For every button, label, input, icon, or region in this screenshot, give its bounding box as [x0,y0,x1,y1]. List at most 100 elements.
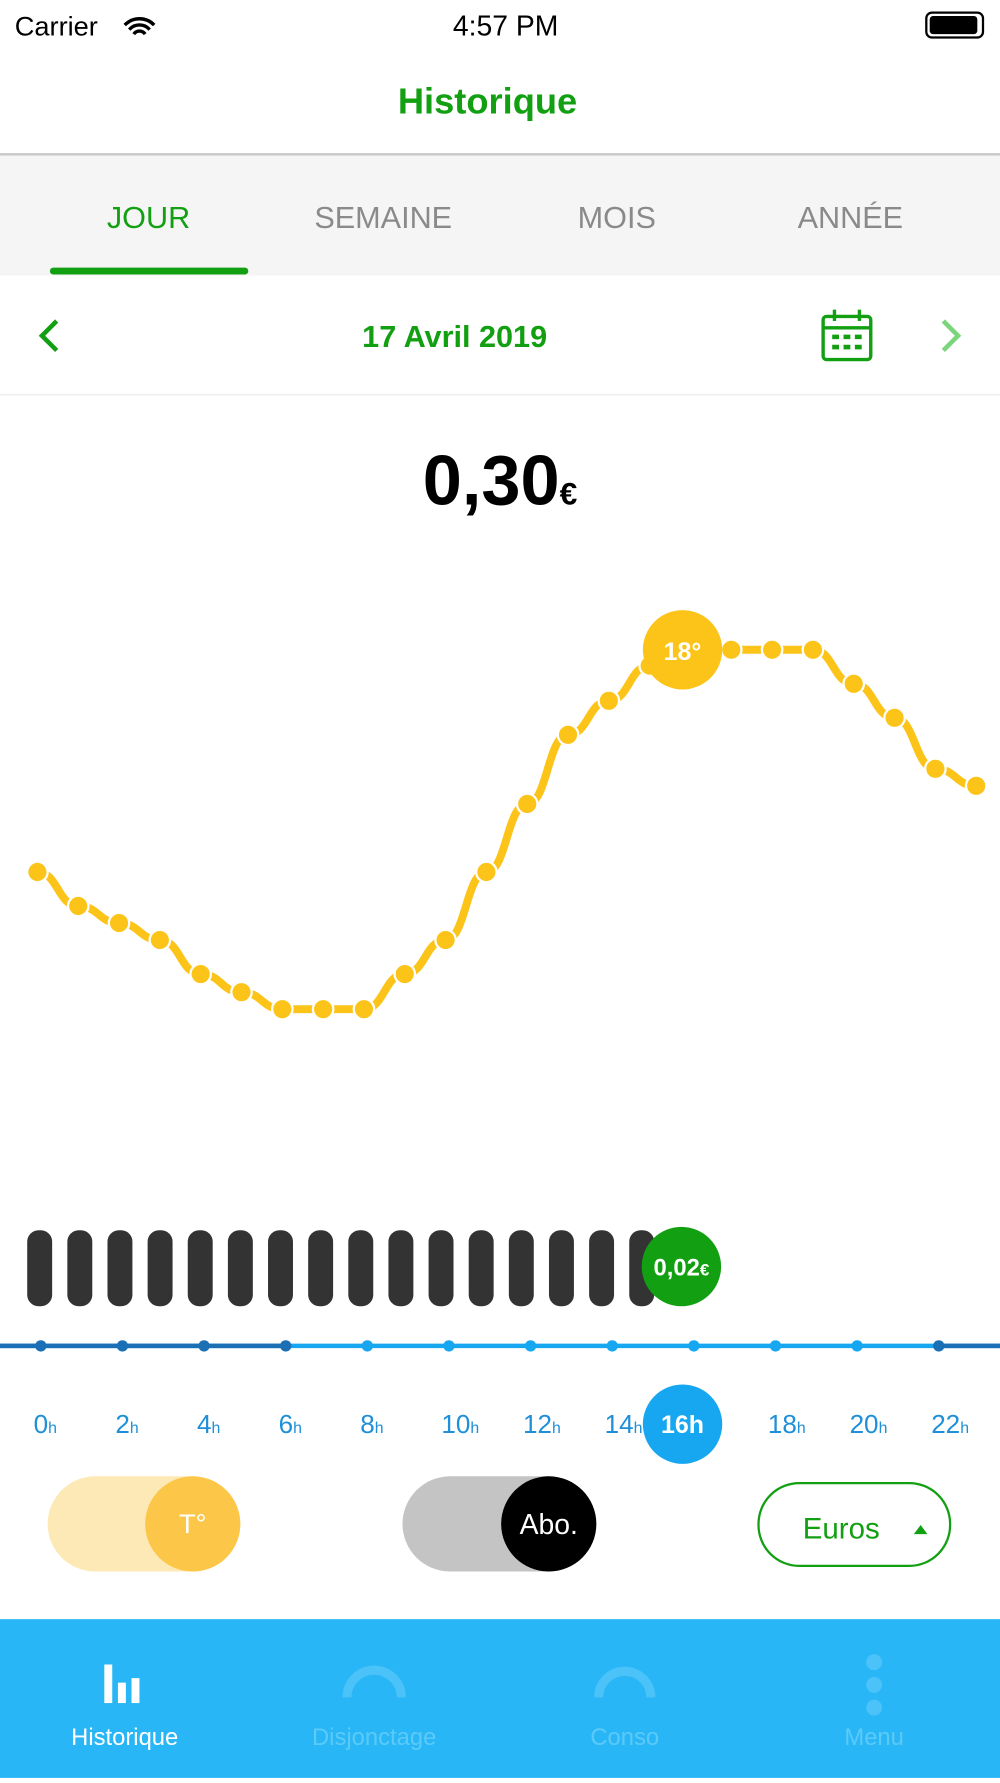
tab-bar-item[interactable]: Historique [71,1724,178,1751]
tab-bar-item[interactable]: Disjonctage [312,1724,436,1751]
curve-point [352,997,376,1021]
curve-point [311,997,335,1021]
curve-point [475,860,498,884]
cost-bar [508,1230,534,1307]
carrier: Carrier [15,10,98,41]
hour-label[interactable]: 6h [279,1409,302,1439]
curve-point [148,928,172,952]
curve-point [189,962,213,986]
hour-label[interactable]: 8h [360,1409,383,1439]
curve-point [760,638,784,662]
timeline-dot [769,1340,782,1352]
hour-unit: h [879,1420,888,1437]
hour-unit: h [470,1420,479,1437]
total-unit: € [560,476,578,512]
timeline-dot [524,1340,537,1352]
calendar-button[interactable] [821,309,873,362]
hour-unit: h [960,1420,969,1437]
cost-bubble [641,1226,722,1307]
cost-bar [348,1230,374,1307]
unit-selector[interactable] [757,1481,952,1568]
cost-amount: 0,02 [654,1255,700,1282]
cost-bubble-label: 0,02€ [654,1255,710,1282]
dropdown-arrow [913,1525,928,1535]
hour-label[interactable]: 18h [768,1409,806,1439]
tab[interactable]: JOUR [107,201,190,235]
hour-value: 10 [441,1409,470,1439]
selected-hour-bubble[interactable] [642,1384,723,1464]
historique-icon [104,1664,140,1704]
hour-unit: h [130,1420,139,1437]
wifi-icon [123,17,156,36]
timeline-dot [851,1340,863,1352]
hour-label[interactable]: 20h [850,1409,888,1439]
tab-bar-item[interactable]: Conso [590,1724,659,1751]
selected-hour-value: 16 [661,1411,689,1439]
tab[interactable]: ANNÉE [798,200,903,235]
cost-unit: € [700,1261,710,1280]
hour-label[interactable]: 14h [605,1409,643,1439]
conso-icon [594,1666,656,1698]
hour-unit: h [375,1420,384,1437]
tab-bar-item[interactable]: Menu [844,1724,904,1751]
hour-value: 20 [850,1409,879,1439]
cost-bar [548,1230,574,1307]
cost-bar [468,1230,494,1307]
tab-indicator [49,267,249,275]
curve-point [230,980,253,1004]
battery [925,11,985,39]
curve-point [107,911,131,935]
timeline-dot [933,1340,945,1352]
disjonctage-icon [342,1665,406,1698]
cost-bar [187,1230,213,1307]
cost-bar [589,1230,615,1307]
hour-unit: h [552,1420,561,1437]
cost-bar [308,1230,334,1307]
hour-unit: h [48,1420,57,1437]
menu-icon [866,1654,883,1716]
date-label: 17 Avril 2019 [362,320,547,354]
curve-point [842,672,866,696]
hour-unit: h [797,1420,806,1437]
timeline-dot [606,1340,618,1352]
tab-bar [0,1619,1000,1778]
header-title: Historique [398,80,577,121]
temperature-curve [36,645,977,1014]
hour-label[interactable]: 0h [34,1409,57,1439]
tab[interactable]: MOIS [578,201,656,235]
prev-button[interactable] [38,319,59,353]
hour-label[interactable]: 12h [523,1409,561,1439]
cost-bar [428,1230,454,1307]
hour-label[interactable]: 22h [931,1409,969,1439]
next-button[interactable] [941,319,962,353]
curve-point [270,997,294,1021]
curve-point [883,706,906,730]
cost-bar [147,1230,173,1307]
tab-strip [0,153,1000,276]
curve-point [964,774,988,798]
hour-value: 12 [523,1409,552,1439]
unit-selector-label: Euros [803,1513,880,1546]
timeline-dot [280,1340,292,1352]
hour-value: 14 [605,1409,634,1439]
subscription-knob [501,1476,597,1572]
hour-unit: h [293,1420,302,1437]
tab[interactable]: SEMAINE [314,201,452,235]
subscription-toggle-label: Abo. [520,1509,578,1541]
curve-point [801,638,825,662]
hour-value: 6 [279,1409,294,1439]
battery-level [929,15,978,35]
total-amount: 0,30 [423,441,560,520]
hour-label[interactable]: 4h [197,1409,220,1439]
timeline-dot [116,1340,129,1352]
cost-bar [388,1230,414,1307]
curve-point [556,723,580,747]
curve-point [597,689,621,713]
hour-label[interactable]: 10h [441,1409,479,1439]
selected-hour-label: 16h [661,1411,704,1439]
hour-value: 8 [360,1409,375,1439]
hour-value: 18 [768,1409,797,1439]
hour-label[interactable]: 2h [115,1409,138,1439]
